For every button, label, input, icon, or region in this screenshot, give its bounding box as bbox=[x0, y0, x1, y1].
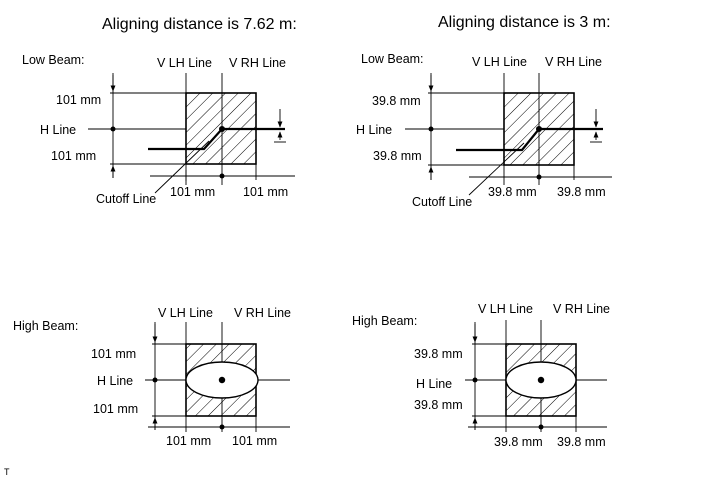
cutoff-leader bbox=[154, 140, 210, 194]
center-dot bbox=[536, 126, 542, 132]
low-beam-label: Low Beam: bbox=[22, 53, 85, 67]
bottom-distance: 101 mm bbox=[93, 402, 138, 416]
top-distance: 39.8 mm bbox=[372, 94, 421, 108]
bottom-distance: 39.8 mm bbox=[373, 149, 422, 163]
h-line-label: H Line bbox=[97, 374, 133, 388]
v-lh-line-label: V LH Line bbox=[157, 56, 212, 70]
center-dot bbox=[537, 376, 545, 384]
rh-distance: 101 mm bbox=[232, 434, 277, 448]
low-beam-right-diagram: Low Beam: V LH Line V RH Line 39.8 mm H … bbox=[356, 52, 612, 209]
rh-distance: 101 mm bbox=[243, 185, 288, 199]
v-lh-line-label: V LH Line bbox=[478, 302, 533, 316]
high-beam-right-diagram: High Beam: V LH Line V RH Line 39.8 mm H… bbox=[352, 302, 610, 449]
lh-distance: 39.8 mm bbox=[494, 435, 543, 449]
high-beam-label: High Beam: bbox=[13, 319, 78, 333]
title-right: Aligning distance is 3 m: bbox=[438, 14, 611, 31]
v-lh-line-label: V LH Line bbox=[158, 306, 213, 320]
corner-mark: T bbox=[4, 467, 10, 477]
cutoff-line-label: Cutoff Line bbox=[96, 192, 156, 206]
rh-distance: 39.8 mm bbox=[557, 185, 606, 199]
title-left: Aligning distance is 7.62 m: bbox=[102, 16, 297, 33]
cutoff-line bbox=[148, 127, 285, 151]
lh-distance: 39.8 mm bbox=[488, 185, 537, 199]
high-beam-label: High Beam: bbox=[352, 314, 417, 328]
top-distance: 39.8 mm bbox=[414, 347, 463, 361]
center-dot bbox=[219, 126, 225, 132]
cutoff-leader bbox=[468, 142, 525, 196]
v-rh-line-label: V RH Line bbox=[234, 306, 291, 320]
bottom-distance: 101 mm bbox=[51, 149, 96, 163]
h-line-label: H Line bbox=[40, 123, 76, 137]
h-line-label: H Line bbox=[356, 123, 392, 137]
h-line-label: H Line bbox=[416, 377, 452, 391]
v-lh-line-label: V LH Line bbox=[472, 55, 527, 69]
top-distance: 101 mm bbox=[91, 347, 136, 361]
rh-distance: 39.8 mm bbox=[557, 435, 606, 449]
low-beam-left-diagram: Low Beam: V LH Line V RH Line 101 mm H L… bbox=[22, 53, 295, 206]
v-rh-line-label: V RH Line bbox=[229, 56, 286, 70]
lh-distance: 101 mm bbox=[170, 185, 215, 199]
cutoff-line-label: Cutoff Line bbox=[412, 195, 472, 209]
v-rh-line-label: V RH Line bbox=[553, 302, 610, 316]
top-distance: 101 mm bbox=[56, 93, 101, 107]
lh-distance: 101 mm bbox=[166, 434, 211, 448]
low-beam-label: Low Beam: bbox=[361, 52, 424, 66]
cutoff-line bbox=[456, 127, 603, 152]
v-rh-line-label: V RH Line bbox=[545, 55, 602, 69]
bottom-distance: 39.8 mm bbox=[414, 398, 463, 412]
high-beam-left-diagram: High Beam: V LH Line V RH Line 101 mm H … bbox=[13, 306, 291, 448]
center-dot bbox=[218, 376, 226, 384]
